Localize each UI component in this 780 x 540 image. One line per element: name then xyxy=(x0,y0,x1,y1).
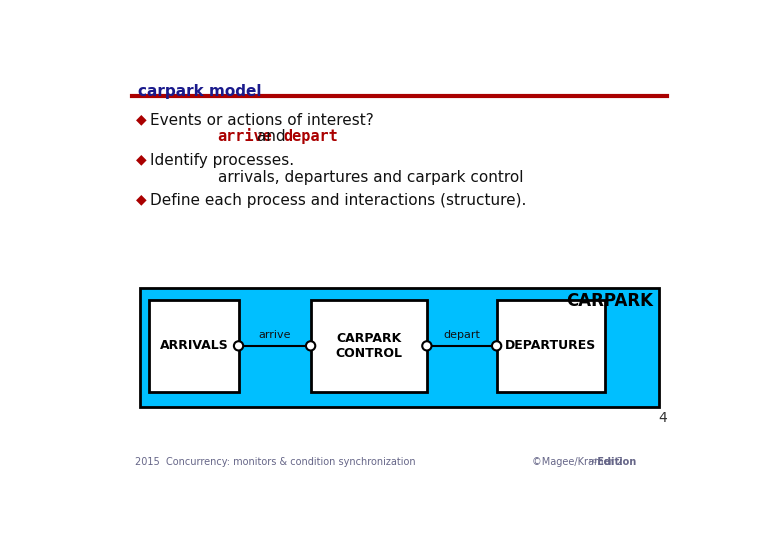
FancyBboxPatch shape xyxy=(497,300,605,392)
Text: carpark model: carpark model xyxy=(138,84,261,99)
Text: ARRIVALS: ARRIVALS xyxy=(160,339,229,353)
Text: ◆: ◆ xyxy=(136,193,147,207)
Circle shape xyxy=(422,341,431,350)
Text: and: and xyxy=(252,130,290,145)
Text: CARPARK: CARPARK xyxy=(566,292,653,310)
Circle shape xyxy=(234,341,243,350)
Circle shape xyxy=(306,341,315,350)
Circle shape xyxy=(492,341,502,350)
Text: CARPARK
CONTROL: CARPARK CONTROL xyxy=(335,332,402,360)
Text: Identify processes.: Identify processes. xyxy=(151,153,294,167)
FancyBboxPatch shape xyxy=(310,300,427,392)
Text: Events or actions of interest?: Events or actions of interest? xyxy=(151,112,374,127)
Text: arrive: arrive xyxy=(258,330,291,340)
FancyBboxPatch shape xyxy=(140,288,659,408)
Text: 2015  Concurrency: monitors & condition synchronization: 2015 Concurrency: monitors & condition s… xyxy=(135,457,415,467)
Text: Edition: Edition xyxy=(594,457,636,467)
Text: nd: nd xyxy=(589,458,597,464)
Text: ©Magee/Kramer 2: ©Magee/Kramer 2 xyxy=(531,457,622,467)
FancyBboxPatch shape xyxy=(150,300,239,392)
Text: arrivals, departures and carpark control: arrivals, departures and carpark control xyxy=(218,170,523,185)
Text: arrive: arrive xyxy=(218,130,272,145)
Text: Define each process and interactions (structure).: Define each process and interactions (st… xyxy=(151,193,526,207)
Text: depart: depart xyxy=(443,330,480,340)
Text: ◆: ◆ xyxy=(136,153,147,166)
Text: 4: 4 xyxy=(658,411,667,426)
Text: DEPARTURES: DEPARTURES xyxy=(505,339,597,353)
Text: ◆: ◆ xyxy=(136,112,147,126)
Text: depart: depart xyxy=(283,130,339,145)
